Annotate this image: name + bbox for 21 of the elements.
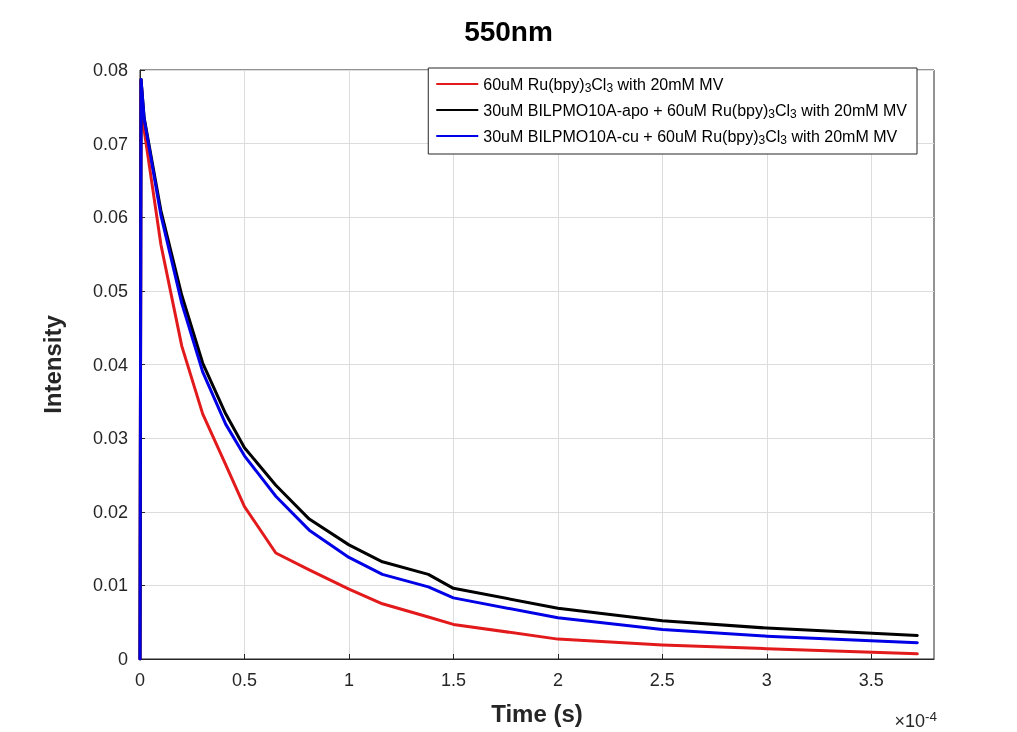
y-tick-label: 0.03	[92, 428, 128, 449]
chart-title: 550nm	[464, 15, 553, 47]
y-axis-title: Intensity	[38, 314, 66, 414]
x-tick-label: 1.5	[440, 670, 466, 690]
y-tick-label: 0	[117, 649, 128, 669]
x-tick-label: 3	[761, 670, 772, 690]
x-tick-label: 2.5	[649, 670, 675, 690]
x-axis-title: Time (s)	[491, 699, 583, 727]
y-tick-label: 0.07	[92, 133, 128, 154]
y-tick-label: 0.01	[92, 575, 128, 596]
line-series	[138, 78, 919, 661]
y-tick-label: 0.08	[92, 60, 128, 80]
y-tick-label: 0.02	[92, 501, 128, 522]
x-tick-label: 0.5	[231, 670, 257, 690]
y-tick-label: 0.06	[92, 207, 128, 228]
x-tick-label: 1	[343, 670, 354, 690]
x-tick-label: 0	[134, 670, 146, 690]
y-tick-label: 0.04	[92, 354, 128, 375]
y-tick-label: 0.05	[92, 280, 128, 301]
x-tick-label: 3.5	[858, 670, 884, 690]
x-tick-label: 2	[552, 670, 563, 690]
